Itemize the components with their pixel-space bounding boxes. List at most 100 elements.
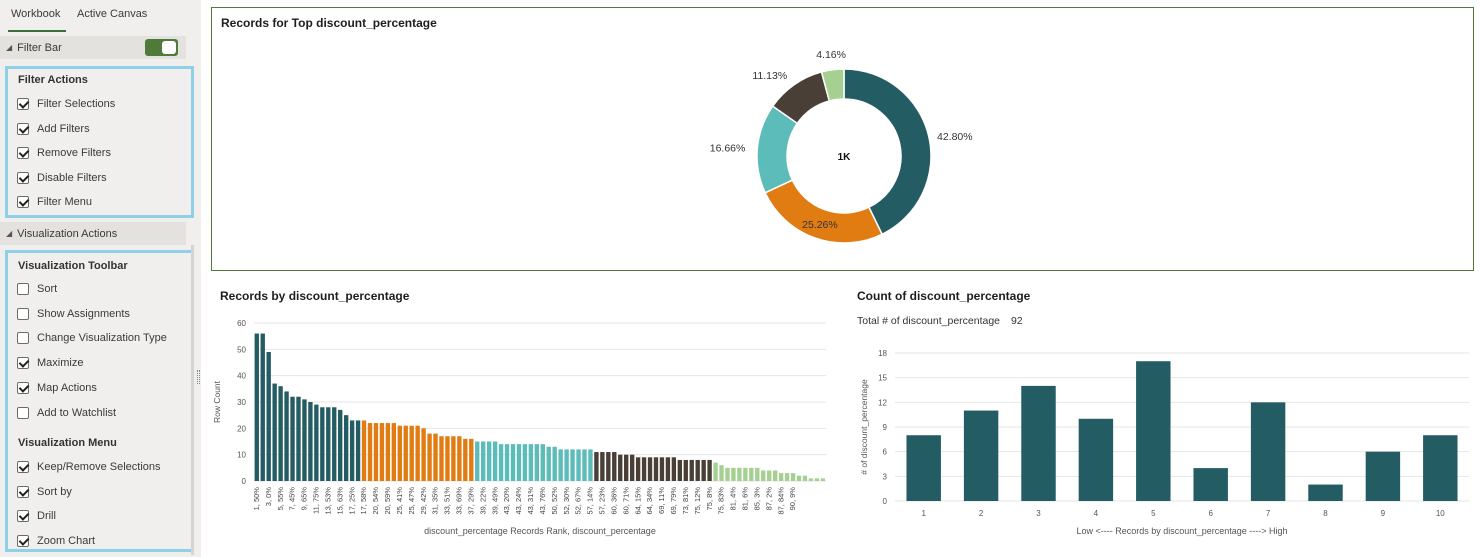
- rank-bar[interactable]: [510, 444, 516, 481]
- filter-bar-toggle[interactable]: [145, 39, 178, 56]
- rank-bar[interactable]: [790, 473, 796, 481]
- toolbar-action-row[interactable]: Show Assignments: [17, 307, 130, 320]
- panel-scrollbar[interactable]: [191, 245, 194, 555]
- checkbox-checked-icon[interactable]: [17, 535, 29, 548]
- checkbox-unchecked-icon[interactable]: [17, 307, 29, 320]
- toolbar-action-row[interactable]: Maximize: [17, 357, 83, 370]
- rank-bar[interactable]: [624, 454, 629, 481]
- rank-bar[interactable]: [600, 452, 605, 481]
- rank-bar[interactable]: [421, 428, 426, 481]
- rank-bar[interactable]: [653, 457, 659, 481]
- rank-bar[interactable]: [725, 467, 730, 481]
- donut-slice[interactable]: [764, 179, 884, 244]
- count-bar[interactable]: [1365, 451, 1401, 501]
- rank-bar[interactable]: [326, 407, 331, 481]
- rank-bar[interactable]: [641, 457, 647, 481]
- rank-bar[interactable]: [683, 459, 688, 481]
- checkbox-checked-icon[interactable]: [17, 147, 29, 160]
- checkbox-checked-icon[interactable]: [17, 196, 29, 209]
- menu-action-row[interactable]: Sort by: [17, 485, 72, 498]
- toolbar-action-row[interactable]: Add to Watchlist: [17, 406, 116, 419]
- rank-bar[interactable]: [588, 449, 593, 481]
- filter-action-row[interactable]: Filter Menu: [17, 196, 92, 209]
- count-bar[interactable]: [1193, 468, 1228, 501]
- rank-bar[interactable]: [689, 459, 694, 481]
- donut-slice[interactable]: [843, 68, 932, 236]
- rank-bar[interactable]: [343, 415, 349, 481]
- rank-bar[interactable]: [272, 383, 277, 481]
- rank-bar[interactable]: [355, 420, 361, 481]
- rank-bar[interactable]: [475, 441, 480, 482]
- filter-action-row[interactable]: Remove Filters: [17, 147, 111, 160]
- rank-bar[interactable]: [558, 449, 563, 481]
- rank-bar[interactable]: [266, 351, 271, 481]
- rank-bar[interactable]: [772, 470, 778, 481]
- rank-bar[interactable]: [314, 404, 319, 481]
- rank-bar[interactable]: [647, 457, 653, 481]
- count-bar[interactable]: [1308, 484, 1343, 501]
- rank-bar[interactable]: [767, 470, 772, 481]
- menu-action-row[interactable]: Drill: [17, 510, 56, 523]
- rank-bar[interactable]: [522, 444, 528, 481]
- checkbox-checked-icon[interactable]: [17, 381, 29, 394]
- rank-bar[interactable]: [564, 449, 569, 481]
- count-bar[interactable]: [1078, 418, 1114, 501]
- rank-bar[interactable]: [659, 457, 665, 481]
- toolbar-action-row[interactable]: Change Visualization Type: [17, 332, 167, 345]
- rank-bar[interactable]: [385, 423, 391, 481]
- rank-bar[interactable]: [332, 407, 337, 481]
- menu-action-row[interactable]: Zoom Chart: [17, 535, 95, 548]
- rank-bar[interactable]: [582, 449, 587, 481]
- rank-bar[interactable]: [629, 454, 635, 481]
- rank-bar[interactable]: [415, 425, 420, 481]
- tab-workbook[interactable]: Workbook: [11, 8, 61, 20]
- rank-bar[interactable]: [808, 478, 814, 481]
- rank-bar[interactable]: [361, 420, 367, 481]
- rank-bar-chart[interactable]: 0 10 20 30 40 50 60 1, 50% 3, 0% 5, 55% 7, 45% 9, 6…: [208, 305, 838, 555]
- rank-bar[interactable]: [612, 452, 617, 481]
- rank-bar[interactable]: [713, 462, 718, 481]
- rank-bar[interactable]: [486, 441, 492, 482]
- filter-action-row[interactable]: Disable Filters: [17, 171, 107, 184]
- filter-bar-section-header[interactable]: ◢ Filter Bar: [0, 36, 186, 59]
- checkbox-checked-icon[interactable]: [17, 98, 29, 110]
- rank-bar[interactable]: [349, 420, 355, 481]
- rank-bar[interactable]: [469, 438, 474, 481]
- rank-bar[interactable]: [492, 441, 498, 482]
- rank-bar[interactable]: [552, 446, 557, 481]
- rank-bar[interactable]: [802, 475, 808, 481]
- rank-bar[interactable]: [284, 391, 289, 481]
- rank-bar[interactable]: [504, 444, 510, 481]
- rank-bar[interactable]: [278, 386, 283, 481]
- rank-bar[interactable]: [439, 436, 444, 481]
- checkbox-unchecked-icon[interactable]: [17, 332, 29, 345]
- checkbox-unchecked-icon[interactable]: [17, 406, 29, 419]
- rank-bar[interactable]: [296, 396, 301, 481]
- rank-bar[interactable]: [528, 444, 534, 481]
- rank-bar[interactable]: [379, 423, 385, 481]
- rank-bar[interactable]: [594, 452, 599, 481]
- count-bar[interactable]: [1021, 385, 1056, 501]
- rank-bar[interactable]: [784, 473, 790, 481]
- rank-bar[interactable]: [451, 436, 456, 481]
- count-bar[interactable]: [906, 435, 941, 501]
- rank-bar[interactable]: [546, 446, 551, 481]
- menu-action-row[interactable]: Keep/Remove Selections: [17, 461, 161, 473]
- rank-bar[interactable]: [433, 433, 438, 481]
- rank-bar[interactable]: [606, 452, 611, 481]
- rank-bar[interactable]: [409, 425, 414, 481]
- rank-bar[interactable]: [671, 457, 677, 481]
- rank-bar[interactable]: [290, 396, 295, 481]
- rank-bar[interactable]: [743, 467, 748, 481]
- rank-bar[interactable]: [778, 473, 784, 481]
- count-bar[interactable]: [1250, 402, 1286, 501]
- rank-bar[interactable]: [719, 465, 724, 481]
- count-bar[interactable]: [1423, 435, 1458, 501]
- rank-bar[interactable]: [576, 449, 581, 481]
- rank-bar[interactable]: [373, 423, 379, 481]
- rank-bar[interactable]: [457, 436, 462, 481]
- rank-bar[interactable]: [320, 407, 325, 481]
- panel-resize-handle[interactable]: [197, 370, 200, 384]
- toolbar-action-row[interactable]: Map Actions: [17, 381, 97, 394]
- rank-bar[interactable]: [731, 467, 736, 481]
